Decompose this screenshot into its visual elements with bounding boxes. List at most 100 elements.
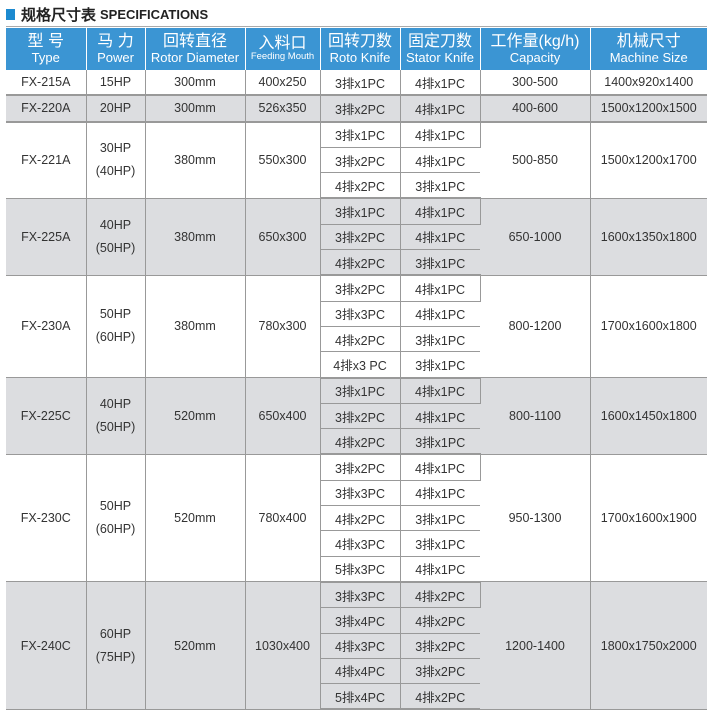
stator-knife-cell: 4排x1PC [400, 224, 480, 251]
stator-knife-cell: 3排x2PC [400, 633, 480, 659]
header-en: Power [97, 49, 134, 65]
roto-knife-cell: 3排x3PC [320, 480, 401, 507]
table-row: 4排x2PC 3排x1PC [6, 326, 707, 353]
roto-knife-cell: 3排x2PC [320, 224, 401, 251]
header-cn: 固定刀数 [407, 32, 472, 50]
table-row: 3排x2PC 4排x1PC [6, 224, 707, 251]
roto-knife-cell: 3排x2PC [320, 403, 401, 430]
table-row: 4排x2PC 3排x1PC [6, 249, 707, 277]
column-header: 入料口 Feeding Mouth [245, 28, 321, 70]
feeding-mouth-cell: 780x400 [245, 454, 321, 583]
divider [6, 26, 707, 27]
power-value: 60HP [99, 626, 132, 641]
roto-knife-cell: 3排x2PC [320, 275, 401, 302]
column-header: 工作量(kg/h) Capacity [480, 28, 591, 70]
header-cn: 回转直径 [162, 32, 227, 50]
power-value: 40HP [99, 217, 132, 232]
feeding-mouth-cell: 1030x400 [245, 581, 321, 710]
power-value: 30HP [99, 141, 132, 156]
rotor-diameter-cell: 520mm [145, 581, 246, 710]
roto-knife-cell: 3排x2PC [320, 147, 401, 174]
header-cn: 马 力 [97, 32, 134, 50]
header-en: Rotor Diameter [150, 49, 240, 65]
roto-knife-cell: 3排x1PC [320, 70, 401, 97]
header-cn: 机械尺寸 [616, 32, 681, 50]
model-cell: FX-221A [6, 121, 87, 199]
machine-size-cell: 1800x1750x2000 [590, 581, 707, 710]
power-value: (50HP) [95, 240, 136, 255]
roto-knife-cell: 3排x1PC [320, 121, 401, 148]
power-cell: 20HP [86, 95, 146, 123]
stator-knife-cell: 3排x1PC [400, 428, 480, 456]
title-en: SPECIFICATIONS [100, 6, 209, 22]
machine-size-cell: 1600x1450x1800 [590, 377, 707, 455]
feeding-mouth-cell: 650x400 [245, 377, 321, 455]
power-value: (75HP) [95, 649, 136, 664]
column-header: 机械尺寸 Machine Size [590, 28, 707, 70]
machine-size-cell: 1600x1350x1800 [590, 198, 707, 276]
feeding-mouth-cell: 650x300 [245, 198, 321, 276]
model-cell: FX-220A [6, 95, 87, 123]
roto-knife-cell: 4排x2PC [320, 249, 401, 277]
feeding-mouth-cell: 550x300 [245, 121, 321, 199]
rotor-diameter-cell: 380mm [145, 275, 246, 379]
machine-size-cell: 1700x1600x1800 [590, 275, 707, 379]
model-cell: FX-215A [6, 70, 87, 97]
power-value: (40HP) [95, 164, 136, 179]
power-value: 40HP [99, 397, 132, 411]
stator-knife-cell: 4排x1PC [400, 275, 481, 302]
capacity-cell: 500-850 [480, 121, 591, 199]
spec-table: 型 号 Type 马 力 Power 回转直径 Rotor Diameter 入料口 Feed… [6, 28, 707, 710]
feeding-mouth-cell: 780x300 [245, 275, 321, 379]
roto-knife-cell: 3排x1PC [320, 198, 401, 225]
roto-knife-cell: 4排x3PC [320, 530, 401, 557]
capacity-cell: 300-500 [480, 70, 591, 97]
title-cn: 规格尺寸表 [21, 6, 97, 24]
stator-knife-cell: 4排x1PC [400, 121, 481, 148]
capacity-cell: 800-1200 [480, 275, 591, 379]
capacity-cell: 950-1300 [480, 454, 591, 583]
table-row: 4排x2PC 3排x1PC [6, 505, 707, 532]
machine-size-cell: 1500x1200x1700 [590, 121, 707, 199]
table-row: FX-221A 30HP (40HP) 380mm 550x300 3排x1PC 4排x1P… [6, 121, 707, 199]
power-cell: 40HP (50HP) [86, 198, 146, 276]
column-header: 马 力 Power [86, 28, 146, 70]
header-cn: 工作量(kg/h) [490, 32, 580, 50]
stator-knife-cell: 3排x1PC [400, 249, 480, 277]
roto-knife-cell: 4排x3 PC [320, 351, 401, 379]
table-row: 4排x3PC 3排x1PC [6, 530, 707, 557]
stator-knife-cell: 4排x1PC [400, 377, 481, 404]
table-row: FX-240C 60HP (75HP) 520mm 1030x400 3排x3PC 4排x2… [6, 581, 707, 710]
power-cell: 50HP (60HP) [86, 454, 146, 583]
table-row: 3排x2PC 4排x1PC [6, 403, 707, 430]
model-cell: FX-240C [6, 581, 87, 710]
power-cell: 50HP (60HP) [86, 275, 146, 379]
table-row: 4排x2PC 3排x1PC [6, 428, 707, 456]
model-cell: FX-230A [6, 275, 87, 379]
capacity-cell: 650-1000 [480, 198, 591, 276]
header-cn: 型 号 [27, 32, 64, 50]
column-header: 回转刀数 Roto Knife [320, 28, 401, 70]
stator-knife-cell: 3排x1PC [400, 351, 480, 379]
stator-knife-cell: 4排x1PC [400, 454, 481, 481]
table-row: FX-230C 50HP (60HP) 520mm 780x400 3排x2PC 4排x1P… [6, 454, 707, 583]
header-en: Stator Knife [406, 49, 474, 65]
table-row: 5排x3PC 4排x1PC [6, 556, 707, 583]
header-en: Type [31, 49, 60, 65]
stator-knife-cell: 4排x2PC [400, 581, 481, 609]
header-en: Feeding Mouth [250, 51, 315, 63]
stator-knife-cell: 4排x1PC [400, 198, 481, 225]
model-cell: FX-225A [6, 198, 87, 276]
table-row: 3排x3PC 4排x1PC [6, 301, 707, 327]
column-header: 回转直径 Rotor Diameter [145, 28, 246, 70]
stator-knife-cell: 4排x1PC [400, 480, 480, 507]
roto-knife-cell: 3排x3PC [320, 581, 401, 609]
roto-knife-cell: 3排x4PC [320, 607, 401, 634]
rotor-diameter-cell: 300mm [145, 95, 246, 123]
roto-knife-cell: 3排x2PC [320, 95, 401, 123]
column-header: 固定刀数 Stator Knife [400, 28, 481, 70]
rotor-diameter-cell: 300mm [145, 70, 246, 97]
table-row: FX-215A 15HP 300mm 400x250 3排x1PC 4排x1PC 300-5… [6, 70, 707, 97]
capacity-cell: 800-1100 [480, 377, 591, 455]
table-row: 4排x2PC 3排x1PC [6, 172, 707, 200]
